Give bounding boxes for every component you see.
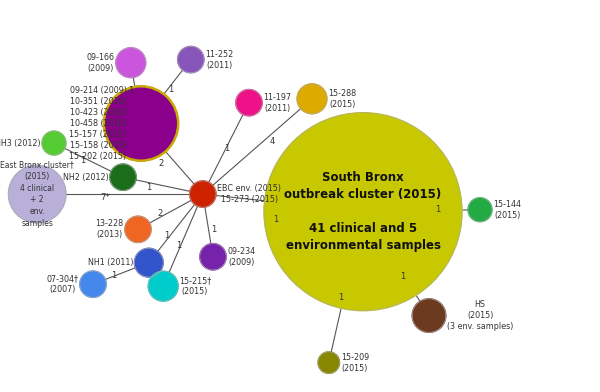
Text: East Bronx cluster†
(2015)
4 clinical
+ 2
env.
samples: East Bronx cluster† (2015) 4 clinical + … <box>1 160 74 228</box>
Text: EBC env. (2015)
15-273 (2015): EBC env. (2015) 15-273 (2015) <box>217 184 281 204</box>
Text: 09-234
(2009): 09-234 (2009) <box>227 247 256 267</box>
Text: 09-214 (2009)
10-351 (2010)
10-423 (2010)
10-458 (2010)
15-157 (2015)
15-158 (20: 09-214 (2009) 10-351 (2010) 10-423 (2010… <box>70 86 127 161</box>
Text: 1: 1 <box>164 231 169 240</box>
Ellipse shape <box>236 89 262 116</box>
Ellipse shape <box>116 48 146 78</box>
Ellipse shape <box>190 181 216 207</box>
Ellipse shape <box>8 165 66 223</box>
Ellipse shape <box>264 113 462 311</box>
Ellipse shape <box>318 352 340 374</box>
Text: NH1 (2011): NH1 (2011) <box>88 258 133 267</box>
Text: 1: 1 <box>169 85 173 94</box>
Text: 1: 1 <box>80 156 85 165</box>
Text: 15-209
(2015): 15-209 (2015) <box>341 352 369 373</box>
Text: 15-288
(2015): 15-288 (2015) <box>328 89 356 109</box>
Text: 11-197
(2011): 11-197 (2011) <box>263 93 292 113</box>
Text: 15-215†
(2015): 15-215† (2015) <box>179 276 211 296</box>
Text: NH2 (2012): NH2 (2012) <box>63 173 109 181</box>
Ellipse shape <box>148 271 178 301</box>
Text: 1: 1 <box>146 183 151 192</box>
Text: 7*: 7* <box>100 193 110 201</box>
Ellipse shape <box>42 131 66 155</box>
Text: NH3 (2012): NH3 (2012) <box>0 139 41 147</box>
Text: 1: 1 <box>224 144 229 152</box>
Ellipse shape <box>412 299 446 332</box>
Text: 1: 1 <box>112 272 116 280</box>
Ellipse shape <box>200 243 226 270</box>
Text: 13-228
(2013): 13-228 (2013) <box>95 219 124 240</box>
Text: 1: 1 <box>338 294 343 302</box>
Ellipse shape <box>178 46 204 73</box>
Text: 1: 1 <box>211 225 216 234</box>
Text: 1: 1 <box>401 272 406 281</box>
Ellipse shape <box>80 271 106 298</box>
Text: 1: 1 <box>436 205 440 214</box>
Text: 1: 1 <box>274 215 278 224</box>
Ellipse shape <box>125 216 151 243</box>
Text: 4: 4 <box>269 138 274 146</box>
Ellipse shape <box>468 198 492 222</box>
Text: 1: 1 <box>128 86 133 94</box>
Text: 1: 1 <box>176 241 181 249</box>
Text: 15-144
(2015): 15-144 (2015) <box>493 200 521 220</box>
Text: 11-252
(2011): 11-252 (2011) <box>205 49 233 70</box>
Text: 2: 2 <box>158 160 163 168</box>
Text: HS
(2015)
(3 env. samples): HS (2015) (3 env. samples) <box>447 300 514 331</box>
Ellipse shape <box>110 164 136 191</box>
Ellipse shape <box>297 84 327 114</box>
Ellipse shape <box>134 248 163 277</box>
Text: 2: 2 <box>158 209 163 218</box>
Text: 09-166
(2009): 09-166 (2009) <box>86 53 115 73</box>
Text: 07-304†
(2007): 07-304† (2007) <box>47 274 79 294</box>
Text: South Bronx
outbreak cluster (2015)

41 clinical and 5
environmental samples: South Bronx outbreak cluster (2015) 41 c… <box>284 171 442 252</box>
Ellipse shape <box>104 86 178 161</box>
